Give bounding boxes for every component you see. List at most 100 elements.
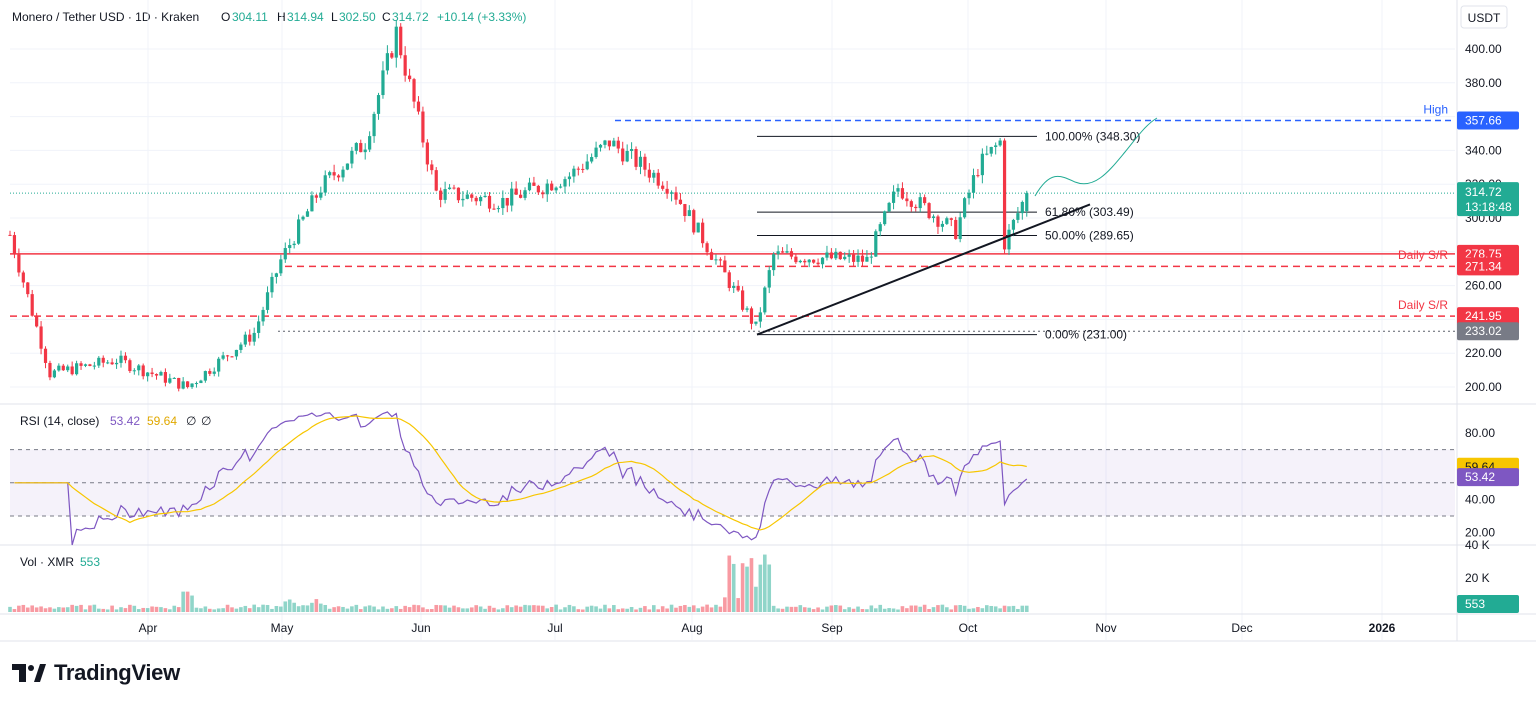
candle-body (749, 308, 754, 324)
volume-bar (323, 604, 328, 612)
candle-body (447, 187, 452, 190)
candle-body (536, 185, 540, 193)
close-label: C (382, 10, 391, 24)
price-tick-label: 380.00 (1465, 76, 1502, 90)
candle-body (918, 197, 922, 209)
candle-body (110, 362, 114, 365)
volume-bar (638, 607, 643, 612)
volume-bar (825, 606, 829, 612)
candle-body (621, 148, 625, 162)
volume-bar (771, 605, 776, 612)
candle-body (576, 168, 580, 170)
volume-bar (754, 586, 758, 612)
volume-bar (523, 604, 527, 612)
volume-bar (700, 606, 705, 612)
volume-bar (1016, 608, 1020, 612)
volume-bar (536, 605, 541, 612)
volume-value: 553 (80, 555, 100, 569)
volume-bar (119, 607, 123, 612)
volume-bar (256, 607, 261, 612)
currency-button[interactable] (1460, 5, 1508, 29)
volume-bar (367, 605, 372, 612)
volume-bar (17, 605, 21, 612)
volume-bar (332, 607, 336, 612)
candle-body (181, 381, 185, 389)
volume-bar (1002, 605, 1007, 612)
candle-body (394, 26, 398, 58)
tradingview-logo-icon (12, 664, 46, 682)
volume-bar (208, 608, 212, 612)
volume-bar (172, 605, 177, 612)
candle-body (439, 190, 443, 200)
candle-body (8, 234, 12, 236)
volume-bar (416, 605, 421, 612)
volume-bar (620, 608, 625, 612)
candle-body (496, 208, 500, 210)
volume-badge: 553 (1465, 597, 1485, 611)
volume-bar (740, 563, 745, 612)
volume-bar (820, 609, 825, 612)
candle-body (123, 355, 128, 361)
volume-bar (261, 604, 265, 612)
candle-body (505, 197, 509, 206)
candle-body (48, 362, 52, 378)
projection-path (1034, 117, 1158, 197)
volume-bar (110, 605, 114, 612)
candle-body (825, 252, 829, 258)
volume-bar (603, 604, 607, 612)
volume-bar (341, 606, 345, 612)
candle-body (891, 191, 896, 203)
volume-bar (398, 608, 403, 612)
time-tick-label: Oct (959, 621, 978, 635)
candle-body (971, 175, 976, 193)
volume-bar (376, 609, 381, 612)
volume-bar (74, 605, 79, 612)
volume-bar (185, 591, 190, 612)
candle-body (257, 321, 261, 333)
candle-body (305, 211, 310, 217)
candle-body (217, 358, 221, 372)
high-level-label: High (1423, 103, 1448, 117)
candle-body (390, 53, 394, 58)
volume-bar (79, 604, 83, 612)
candle-body (887, 202, 891, 212)
candle-body (203, 371, 207, 381)
volume-bar (425, 609, 430, 612)
volume-bar (545, 608, 550, 612)
sr-badge: 278.75 (1465, 247, 1502, 261)
candle-body (554, 187, 558, 191)
volume-bar (598, 608, 603, 612)
candles (8, 20, 1029, 392)
volume-bar (136, 609, 141, 612)
candle-body (510, 188, 514, 206)
volume-bar (225, 604, 230, 612)
volume-bar (478, 606, 483, 612)
open-label: O (221, 10, 230, 24)
volume-tick-label: 20 K (1465, 571, 1490, 585)
volume-bar (176, 607, 181, 612)
candle-body (274, 273, 278, 277)
volume-bar (669, 604, 674, 612)
volume-bar (749, 558, 754, 612)
sr-levels: High Daily S/R Daily S/R (10, 103, 1455, 332)
candle-body (780, 251, 785, 253)
candle-body (1011, 219, 1016, 230)
volume-bar (940, 604, 945, 612)
volume-bar (838, 605, 843, 612)
volume-bar (718, 606, 723, 612)
price-tick-label: 200.00 (1465, 380, 1502, 394)
volume-bar (1020, 605, 1025, 612)
volume-bar (909, 605, 914, 612)
candle-body (399, 26, 403, 56)
high-value: 314.94 (287, 10, 324, 24)
volume-pane: 40 K 20 K Vol · XMR 553 (8, 538, 1490, 612)
volume-bar (660, 606, 665, 612)
volume-bar (723, 597, 727, 612)
volume-bar (252, 604, 256, 612)
candle-body (1007, 229, 1011, 250)
candle-body (225, 355, 230, 357)
candle-body (21, 272, 25, 283)
volume-bar (461, 608, 465, 612)
candle-body (372, 113, 376, 137)
candle-body (119, 355, 123, 363)
